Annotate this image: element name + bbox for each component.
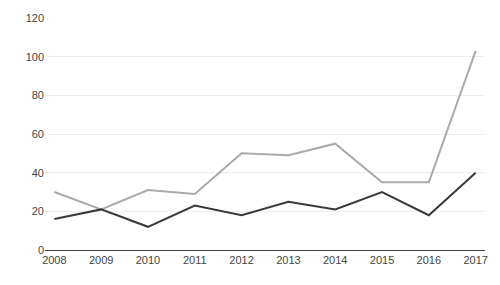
svg-text:100: 100 xyxy=(26,51,44,63)
svg-text:2016: 2016 xyxy=(417,254,441,266)
svg-text:2011: 2011 xyxy=(183,254,207,266)
svg-text:120: 120 xyxy=(26,12,44,24)
svg-text:2012: 2012 xyxy=(229,254,253,266)
svg-text:40: 40 xyxy=(32,167,44,179)
svg-text:2013: 2013 xyxy=(276,254,300,266)
svg-text:2010: 2010 xyxy=(136,254,160,266)
svg-text:2015: 2015 xyxy=(370,254,394,266)
svg-text:2009: 2009 xyxy=(89,254,113,266)
svg-text:2014: 2014 xyxy=(323,254,347,266)
svg-text:20: 20 xyxy=(32,205,44,217)
svg-text:80: 80 xyxy=(32,89,44,101)
svg-text:2008: 2008 xyxy=(42,254,66,266)
svg-text:0: 0 xyxy=(38,244,44,256)
svg-text:2017: 2017 xyxy=(463,254,487,266)
svg-text:60: 60 xyxy=(32,128,44,140)
